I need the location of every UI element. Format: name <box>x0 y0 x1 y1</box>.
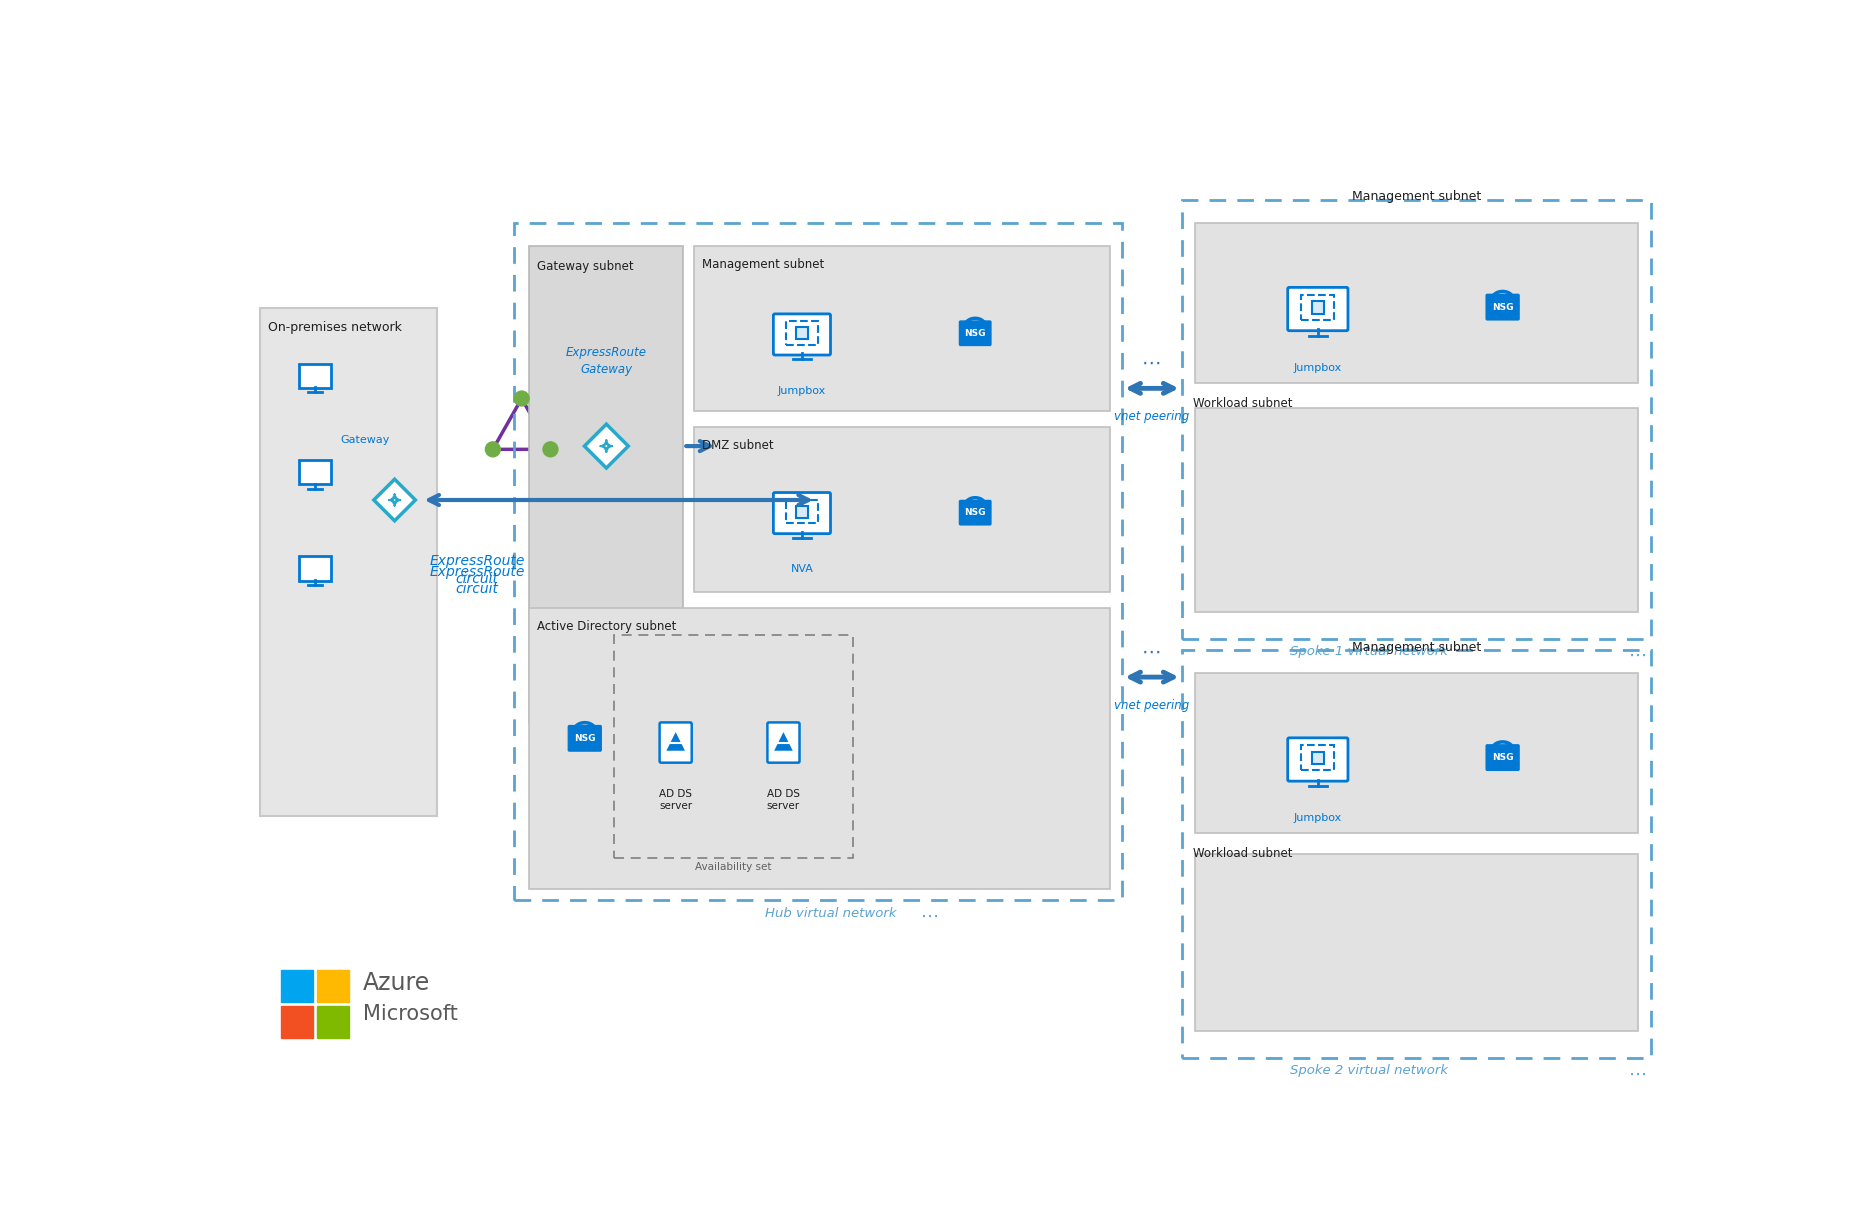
Text: NSG: NSG <box>1491 303 1514 312</box>
FancyBboxPatch shape <box>774 313 830 355</box>
Text: Management subnet: Management subnet <box>703 259 824 271</box>
Text: ExpressRoute
circuit: ExpressRoute circuit <box>430 554 525 587</box>
Text: ⋯: ⋯ <box>1142 643 1163 662</box>
Text: ⋯: ⋯ <box>1142 355 1163 373</box>
Text: Workload subnet: Workload subnet <box>1192 397 1293 409</box>
Text: Microsoft: Microsoft <box>363 1004 458 1024</box>
Text: Jumpbox: Jumpbox <box>1293 813 1342 824</box>
Bar <box>1194 407 1637 611</box>
FancyBboxPatch shape <box>1486 745 1519 770</box>
Circle shape <box>544 442 559 457</box>
FancyBboxPatch shape <box>660 723 692 763</box>
Bar <box>1312 301 1323 313</box>
Bar <box>1194 222 1637 383</box>
Text: AD DS
server: AD DS server <box>766 789 800 812</box>
Text: Jumpbox: Jumpbox <box>1293 363 1342 373</box>
Text: Jumpbox: Jumpbox <box>778 386 826 396</box>
Text: ⋯: ⋯ <box>1628 1067 1647 1084</box>
Text: ⋯: ⋯ <box>921 909 940 926</box>
Text: Azure: Azure <box>363 971 430 995</box>
Circle shape <box>514 391 529 406</box>
FancyBboxPatch shape <box>299 556 331 581</box>
Text: Management subnet: Management subnet <box>1351 191 1480 203</box>
Text: On-premises network: On-premises network <box>267 321 402 334</box>
Text: Workload subnet: Workload subnet <box>1192 847 1293 860</box>
Bar <box>1181 199 1650 639</box>
Polygon shape <box>774 733 792 751</box>
Text: Availability set: Availability set <box>695 861 772 872</box>
FancyBboxPatch shape <box>961 501 991 525</box>
Text: DMZ subnet: DMZ subnet <box>703 439 774 452</box>
Polygon shape <box>667 733 684 751</box>
Text: Gateway: Gateway <box>340 435 391 445</box>
Bar <box>693 245 1110 412</box>
FancyBboxPatch shape <box>1288 288 1348 330</box>
Bar <box>1301 295 1334 320</box>
Bar <box>1181 650 1650 1058</box>
Text: ExpressRoute
Gateway: ExpressRoute Gateway <box>566 346 647 375</box>
Text: AD DS
server: AD DS server <box>660 789 692 812</box>
Text: ⋯: ⋯ <box>1628 646 1647 665</box>
Text: NSG: NSG <box>574 734 596 744</box>
Bar <box>1194 854 1637 1032</box>
Text: Gateway subnet: Gateway subnet <box>536 260 634 272</box>
Bar <box>318 1006 350 1039</box>
Text: ExpressRoute
circuit: ExpressRoute circuit <box>430 565 525 595</box>
Polygon shape <box>585 424 628 468</box>
FancyBboxPatch shape <box>774 492 830 533</box>
FancyBboxPatch shape <box>299 364 331 389</box>
Text: Management subnet: Management subnet <box>1351 640 1480 654</box>
FancyBboxPatch shape <box>1486 295 1519 320</box>
Text: NSG: NSG <box>964 508 987 518</box>
FancyBboxPatch shape <box>768 723 800 763</box>
Bar <box>1194 673 1637 833</box>
Bar <box>280 1006 312 1039</box>
Bar <box>1312 752 1323 764</box>
Circle shape <box>486 442 501 457</box>
Text: vnet peering: vnet peering <box>1114 409 1189 423</box>
Bar <box>787 321 817 345</box>
FancyBboxPatch shape <box>961 322 991 345</box>
Bar <box>529 608 1110 889</box>
FancyBboxPatch shape <box>568 725 602 751</box>
FancyBboxPatch shape <box>1288 738 1348 781</box>
Text: vnet peering: vnet peering <box>1114 699 1189 712</box>
Bar <box>280 970 312 1002</box>
FancyBboxPatch shape <box>299 460 331 485</box>
Text: NSG: NSG <box>964 329 987 338</box>
Bar <box>529 245 684 723</box>
Bar <box>1301 746 1334 770</box>
Text: Active Directory subnet: Active Directory subnet <box>536 620 677 633</box>
Text: Spoke 2 virtual network: Spoke 2 virtual network <box>1290 1064 1448 1078</box>
Text: NSG: NSG <box>1491 753 1514 762</box>
Bar <box>796 327 807 339</box>
Bar <box>514 222 1121 900</box>
Bar <box>787 499 817 524</box>
Bar <box>615 634 852 858</box>
Text: Spoke 1 virtual network: Spoke 1 virtual network <box>1290 645 1448 657</box>
Bar <box>796 505 807 518</box>
Polygon shape <box>374 479 415 521</box>
Text: Hub virtual network: Hub virtual network <box>764 906 895 920</box>
Text: NVA: NVA <box>791 564 813 573</box>
Bar <box>693 426 1110 593</box>
Bar <box>260 307 437 815</box>
Bar <box>318 970 350 1002</box>
